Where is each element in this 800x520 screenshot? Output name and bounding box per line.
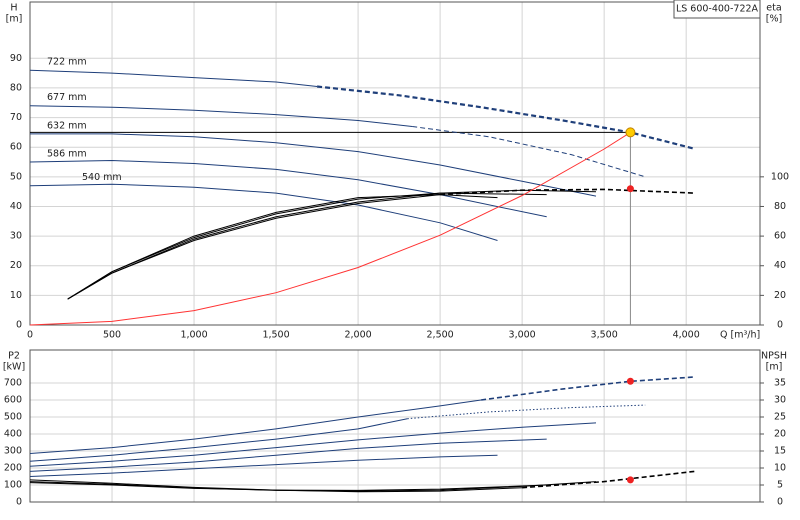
y-tick-label: 70 [10,112,22,123]
point-marker [626,185,634,193]
y-tick-label: 20 [10,260,22,271]
y2-tick-label: 0 [777,497,783,508]
chart-title: LS 600-400-722A [676,4,759,15]
curve [412,126,646,178]
point-marker [626,377,634,385]
x-tick-label: 1,500 [262,330,289,341]
point-marker [626,476,634,484]
curve [480,376,695,401]
y-axis-label: [m] [6,14,23,25]
x-tick-label: 4,000 [673,330,700,341]
y-tick-label: 50 [10,171,22,182]
y-axis-label: P2 [8,351,20,362]
y2-axis-label: NPSH [761,351,787,362]
curve [29,131,631,326]
y-tick-label: 500 [4,411,22,422]
y-tick-label: 700 [4,377,22,388]
y2-tick-label: 30 [774,394,786,405]
curve [29,105,413,127]
curve-label: 677 mm [47,92,87,103]
curve-label: 586 mm [47,149,87,160]
y-tick-label: 600 [4,394,22,405]
y2-axis-label: [%] [766,14,782,25]
curve [30,133,597,197]
x-tick-label: 3,000 [509,330,536,341]
y-tick-label: 60 [10,142,22,153]
y2-tick-label: 0 [777,320,783,331]
curve [29,438,547,472]
curve [29,481,597,492]
curve [407,404,646,420]
curve [67,189,597,300]
y-tick-label: 30 [10,231,22,242]
plot-frame [29,349,761,503]
plot-frame [29,1,761,326]
x-tick-label: 2,500 [427,330,454,341]
curve [29,399,482,454]
y2-tick-label: 25 [774,411,786,422]
y2-tick-label: 35 [774,377,786,388]
y-axis-label: [kW] [3,362,25,373]
y-tick-label: 90 [10,53,22,64]
curve [440,188,695,196]
curve-label: 722 mm [47,57,87,68]
title-box [673,0,761,19]
curve [29,454,498,477]
curve [29,183,498,241]
curve [29,159,547,218]
x-tick-label: 0 [27,330,33,341]
y-tick-label: 80 [10,82,22,93]
y2-axis-label: eta [766,3,781,14]
curve-label: 632 mm [47,120,87,131]
curve [29,482,547,491]
y-tick-label: 0 [16,320,22,331]
y2-tick-label: 100 [771,171,789,182]
x-tick-label: 500 [103,330,121,341]
y-tick-label: 100 [4,479,22,490]
curve [29,422,597,467]
y2-tick-label: 20 [774,290,786,301]
y-tick-label: 0 [16,497,22,508]
y2-tick-label: 5 [777,479,783,490]
y-tick-label: 10 [10,290,22,301]
y2-tick-label: 15 [774,445,786,456]
y2-axis-label: [m] [766,362,783,373]
y2-tick-label: 20 [774,428,786,439]
curve [316,85,695,150]
x-axis-label: Q [m³/h] [720,330,760,341]
curve [67,194,498,300]
y2-tick-label: 80 [774,201,786,212]
point-marker [625,127,636,138]
y2-tick-label: 60 [774,231,786,242]
y-tick-label: 400 [4,428,22,439]
y2-tick-label: 10 [774,462,786,473]
y2-tick-label: 40 [774,260,786,271]
x-tick-label: 3,500 [591,330,618,341]
curve [29,69,318,87]
curve [29,418,408,462]
y-tick-label: 40 [10,201,22,212]
y-tick-label: 200 [4,462,22,473]
y-tick-label: 300 [4,445,22,456]
curve [522,470,695,489]
x-tick-label: 2,000 [344,330,371,341]
x-tick-label: 1,000 [180,330,207,341]
y-axis-label: H [10,3,17,14]
curve-label: 540 mm [82,172,122,183]
